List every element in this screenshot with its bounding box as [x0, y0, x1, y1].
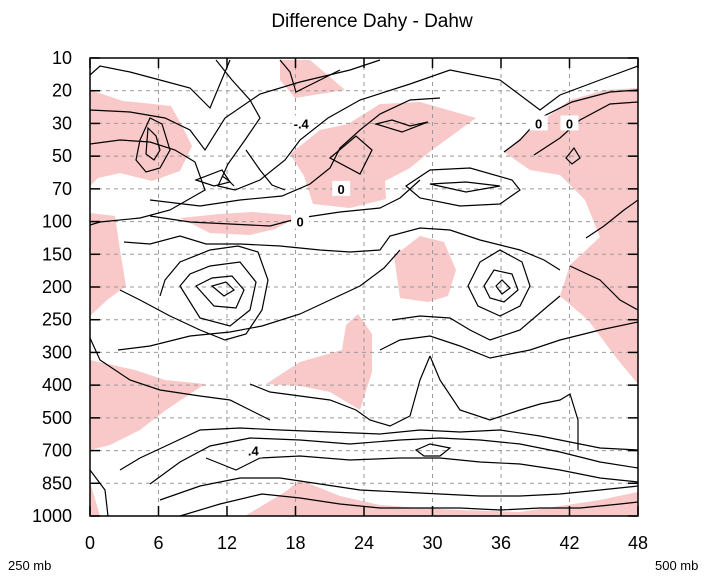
contour-line	[328, 135, 373, 175]
contour-line	[221, 175, 235, 187]
shaded-region	[290, 102, 476, 208]
contour-line	[483, 269, 519, 303]
contour-label-bg	[291, 213, 310, 229]
contour-line	[89, 139, 206, 226]
x-tick-label: 18	[285, 533, 305, 553]
y-tick-label: 300	[42, 342, 72, 362]
contour-line	[569, 265, 639, 311]
contour-line	[429, 181, 501, 193]
y-tick-label: 400	[42, 375, 72, 395]
y-tick-label: 150	[42, 244, 72, 264]
shaded-region	[266, 314, 372, 410]
contour-line	[119, 427, 639, 471]
x-tick-label: 0	[85, 533, 95, 553]
shaded-region	[504, 88, 638, 384]
shaded-region	[90, 360, 205, 450]
y-tick-label: 500	[42, 408, 72, 428]
y-tick-label: 30	[52, 113, 72, 133]
contour-label-bg	[292, 115, 311, 131]
shaded-regions	[90, 60, 638, 516]
contour-line	[414, 443, 452, 457]
x-tick-label: 36	[491, 533, 511, 553]
contour-line	[89, 59, 231, 110]
contour-line	[467, 249, 531, 317]
x-tick-label: 48	[628, 533, 648, 553]
y-tick-label: 50	[52, 146, 72, 166]
contour-line	[405, 167, 521, 207]
contour-label: 0	[338, 182, 345, 197]
y-tick-label: 70	[52, 179, 72, 199]
contour-label: 0	[296, 215, 303, 230]
contour-line	[149, 437, 639, 485]
y-tick-label: 20	[52, 81, 72, 101]
contour-lines	[89, 59, 639, 517]
y-axis: 10 20 30 50 70 100 150 200 250 300 400 500 700 850 100…	[32, 48, 638, 526]
y-tick-label: 100	[42, 212, 72, 232]
x-axis: 0 6 12 18 24 30 36 42 48	[85, 58, 648, 553]
contour-label-bg	[529, 115, 548, 131]
contour-line	[117, 249, 401, 351]
contour-line	[149, 97, 441, 207]
contour-line	[279, 59, 341, 93]
contour-line	[495, 279, 511, 295]
contour-line	[159, 477, 639, 501]
contour-line	[245, 149, 286, 191]
contour-label-bg	[332, 180, 351, 196]
corner-left-label: 250 mb	[8, 558, 51, 573]
x-tick-label: 30	[422, 533, 442, 553]
contour-line	[249, 355, 431, 427]
contour-labels: -.4 0 0 0 0 .4	[244, 115, 579, 459]
y-tick-label: 700	[42, 441, 72, 461]
contour-line	[210, 281, 235, 297]
shaded-region	[180, 212, 300, 235]
contour-label: 0	[535, 116, 542, 131]
contour-line	[179, 493, 639, 517]
contour-line	[195, 275, 245, 309]
contour-line	[205, 455, 639, 483]
contour-line	[503, 89, 639, 153]
corner-right-label: 500 mb	[655, 558, 698, 573]
shaded-region	[90, 482, 100, 516]
contour-label: .4	[248, 444, 260, 459]
y-tick-label: 200	[42, 277, 72, 297]
contour-line	[391, 295, 561, 341]
contour-line	[379, 321, 639, 359]
contour-line	[119, 245, 269, 341]
contour-line	[533, 101, 639, 156]
shaded-region	[394, 236, 456, 302]
contour-line	[123, 227, 561, 271]
contour-line	[89, 337, 271, 421]
x-tick-label: 42	[559, 533, 579, 553]
x-tick-label: 24	[354, 533, 374, 553]
contour-line	[565, 146, 581, 165]
contour-line	[135, 117, 171, 173]
contour-label-bg	[244, 442, 263, 458]
y-tick-label: 250	[42, 310, 72, 330]
x-tick-label: 6	[153, 533, 163, 553]
contour-line	[585, 199, 639, 239]
contour-line	[89, 469, 109, 517]
contour-label: 0	[566, 116, 573, 131]
shaded-region	[90, 213, 126, 316]
shaded-region	[245, 480, 638, 516]
y-tick-label: 850	[42, 473, 72, 493]
contour-line	[429, 355, 579, 450]
contour-line	[89, 59, 381, 152]
contour-label-bg	[560, 115, 579, 131]
y-tick-label: 1000	[32, 506, 72, 526]
chart-title: Difference Dahy - Dahw	[271, 11, 473, 32]
y-tick-label: 10	[52, 48, 72, 68]
contour-line	[215, 59, 639, 191]
contour-line	[373, 119, 429, 133]
contour-label: -.4	[294, 116, 310, 131]
contour-line	[145, 126, 161, 161]
x-tick-label: 12	[217, 533, 237, 553]
contour-line	[179, 261, 257, 327]
